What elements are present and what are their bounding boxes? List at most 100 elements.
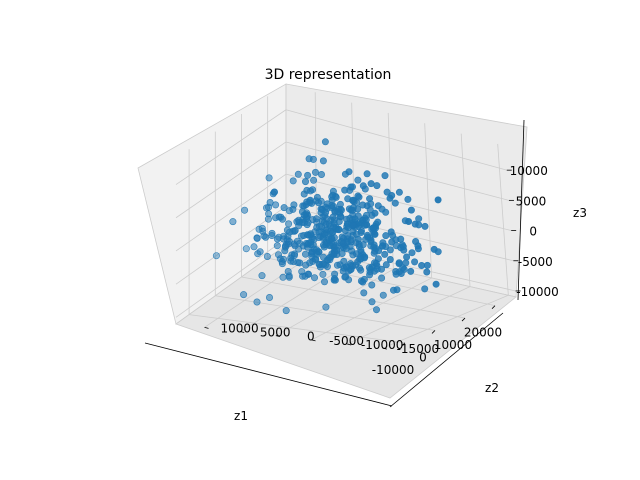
y-axis-tick: [311, 339, 316, 342]
scatter-point: [256, 248, 264, 256]
y-grid-line-floor: [347, 286, 471, 345]
scatter-point: [312, 215, 320, 223]
z-tick-label: 5000: [516, 194, 547, 208]
scatter-point: [395, 188, 403, 196]
x-axis-tick: [461, 317, 466, 322]
scatter-point: [304, 270, 312, 278]
scatter-point: [368, 298, 376, 306]
scatter-point: [282, 307, 290, 315]
scatter-point: [386, 255, 394, 263]
scatter-point: [339, 240, 347, 248]
scatter-point: [259, 227, 267, 235]
scatter-point: [349, 221, 357, 229]
scatter-point: [317, 171, 325, 179]
scatter-point: [348, 183, 356, 191]
scatter-point: [303, 221, 311, 229]
scatter-point: [304, 171, 312, 179]
scatter-point: [322, 209, 330, 217]
scatter-point: [377, 265, 385, 273]
scatter-point: [263, 253, 271, 261]
scatter-point: [370, 241, 378, 249]
scatter-point: [368, 281, 376, 289]
y-grid-line-floor: [311, 277, 432, 341]
scatter-point: [319, 157, 327, 165]
scatter-point: [367, 180, 375, 188]
scatter-point: [290, 227, 298, 235]
scatter-point: [345, 168, 353, 176]
axis-ticks: -1000001000020000-15000-10000-5000050001…: [204, 164, 559, 377]
scatter-point: [285, 237, 293, 245]
scatter-point: [379, 239, 387, 247]
y-grid-line-back: [424, 123, 433, 278]
scatter-point: [265, 293, 273, 301]
scatter-point: [319, 270, 327, 278]
x-axis-tick: [431, 330, 436, 334]
scatter-point: [340, 257, 348, 265]
scatter-point: [432, 280, 440, 288]
x-axis-label: z1: [234, 409, 248, 423]
scatter-point: [341, 227, 349, 235]
y-axis-line: [389, 312, 504, 408]
scatter-point: [303, 186, 311, 194]
scatter-point: [328, 196, 336, 204]
scatter-point: [273, 235, 281, 243]
scatter-point: [320, 260, 328, 268]
scatter-point: [273, 242, 281, 250]
scatter-point: [309, 241, 317, 249]
scatter-point: [411, 220, 419, 228]
scatter-points: [212, 138, 442, 315]
scatter-point: [378, 274, 386, 282]
scatter-point: [326, 222, 334, 230]
scatter-point: [363, 170, 371, 178]
y-tick-label: 10000: [220, 321, 258, 335]
scatter-point: [285, 220, 293, 228]
scatter-point: [363, 202, 371, 210]
scatter-point: [333, 251, 341, 259]
scatter-point: [212, 252, 220, 260]
scatter-point: [296, 259, 304, 267]
z-tick-label: 0: [529, 225, 537, 239]
y-axis-tick: [347, 343, 352, 346]
scatter-point: [336, 200, 344, 208]
scatter-point: [349, 262, 357, 270]
scatter-point: [354, 235, 362, 243]
scatter-point: [341, 273, 349, 281]
scatter-point: [399, 243, 407, 251]
scatter-point: [374, 202, 382, 210]
z-tick-label: 10000: [510, 164, 548, 178]
scatter-point: [281, 247, 289, 255]
scatter-point: [359, 182, 367, 190]
scatter-point: [266, 199, 274, 207]
scatter-point: [386, 194, 394, 202]
y-grid-line-back: [497, 143, 509, 296]
scatter-point: [241, 206, 249, 214]
scatter-point: [411, 258, 419, 266]
scatter-point: [360, 289, 368, 297]
scatter-point: [290, 201, 298, 209]
scatter-point: [284, 267, 292, 275]
scatter-point: [322, 303, 330, 311]
scatter-point: [357, 229, 365, 237]
x-tick-label: 20000: [464, 326, 502, 340]
scatter-point: [430, 245, 438, 253]
x-grid-line-floor: [215, 295, 436, 331]
x-axis-line: [144, 342, 393, 407]
scatter-point: [381, 172, 389, 180]
scatter-point: [295, 218, 303, 226]
scatter-point: [324, 256, 332, 264]
scatter-point: [303, 231, 311, 239]
y-axis-label: z2: [485, 381, 499, 395]
y-grid-line-floor: [275, 268, 394, 337]
scatter-point: [393, 286, 401, 294]
axes-panes: [137, 83, 528, 399]
scatter-point: [319, 241, 327, 249]
x-axis-tick: [491, 305, 496, 309]
scatter-point: [310, 274, 318, 282]
scatter-point: [305, 155, 313, 163]
scatter-point: [357, 266, 365, 274]
scatter-point: [310, 176, 318, 184]
z-axis-line: [517, 119, 525, 301]
y-tick-label: -10000: [361, 338, 404, 352]
scatter-point: [242, 245, 250, 253]
y-axis-tick: [204, 326, 209, 329]
